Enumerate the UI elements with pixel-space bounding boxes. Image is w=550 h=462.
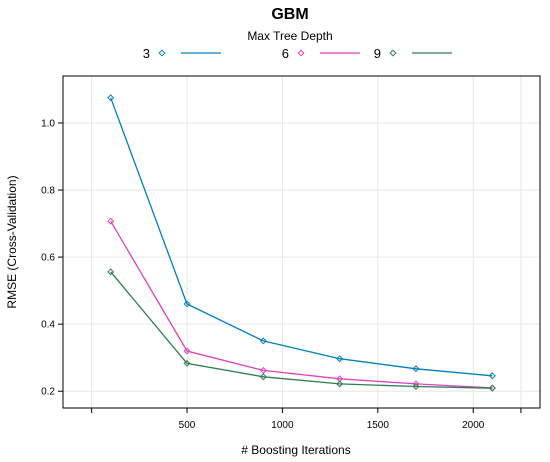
data-point-3 bbox=[336, 355, 344, 363]
data-point-3 bbox=[183, 300, 191, 308]
x-axis: 500 1000 1500 2000 bbox=[91, 408, 522, 431]
x-tick-label: 1500 bbox=[367, 420, 390, 431]
y-tick-label: 0.8 bbox=[41, 186, 55, 197]
x-tick-label: 500 bbox=[179, 420, 196, 431]
x-tick-label: 1000 bbox=[271, 420, 294, 431]
legend-label-9: 9 bbox=[374, 46, 381, 61]
series-line-9 bbox=[110, 271, 493, 389]
data-point-6 bbox=[183, 347, 191, 355]
y-tick-label: 1.0 bbox=[41, 118, 55, 129]
data-point-3 bbox=[488, 372, 496, 380]
data-point-6 bbox=[259, 366, 267, 374]
data-point-3 bbox=[107, 94, 115, 102]
series-line-6 bbox=[110, 220, 493, 389]
y-tick-label: 0.6 bbox=[41, 253, 55, 264]
legend-title: Max Tree Depth bbox=[247, 29, 332, 43]
y-axis-label: RMSE (Cross-Validation) bbox=[5, 175, 19, 308]
y-tick-label: 0.4 bbox=[41, 320, 55, 331]
chart-title: GBM bbox=[271, 6, 308, 23]
y-tick-label: 0.2 bbox=[41, 387, 55, 398]
data-point-9 bbox=[183, 359, 191, 367]
grid bbox=[63, 76, 540, 408]
y-axis: 0.2 0.4 0.6 0.8 1.0 bbox=[41, 118, 63, 398]
legend: 3 6 9 bbox=[143, 46, 452, 61]
data-point-9 bbox=[259, 373, 267, 381]
data-point-3 bbox=[259, 337, 267, 345]
data-point-6 bbox=[107, 217, 115, 225]
data-point-3 bbox=[412, 365, 420, 373]
plot-series bbox=[107, 94, 496, 392]
legend-marker-6 bbox=[297, 49, 305, 57]
data-point-9 bbox=[336, 380, 344, 388]
plot-frame bbox=[62, 75, 541, 409]
data-point-9 bbox=[488, 384, 496, 392]
series-line-3 bbox=[110, 97, 493, 377]
legend-marker-3 bbox=[158, 49, 166, 57]
x-tick-label: 2000 bbox=[462, 420, 485, 431]
x-axis-label: # Boosting Iterations bbox=[241, 443, 350, 457]
legend-marker-9 bbox=[389, 49, 397, 57]
data-point-9 bbox=[412, 383, 420, 391]
legend-label-3: 3 bbox=[143, 46, 150, 61]
data-point-9 bbox=[107, 268, 115, 276]
legend-label-6: 6 bbox=[282, 46, 289, 61]
